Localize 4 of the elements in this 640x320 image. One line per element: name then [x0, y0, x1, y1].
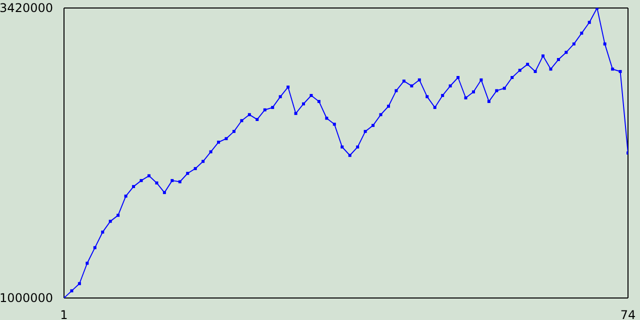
x-tick-label: 74: [620, 308, 636, 320]
y-tick-label: 1000000: [0, 291, 53, 306]
x-tick-label: 1: [60, 308, 68, 320]
y-tick-label: 3420000: [0, 1, 53, 16]
